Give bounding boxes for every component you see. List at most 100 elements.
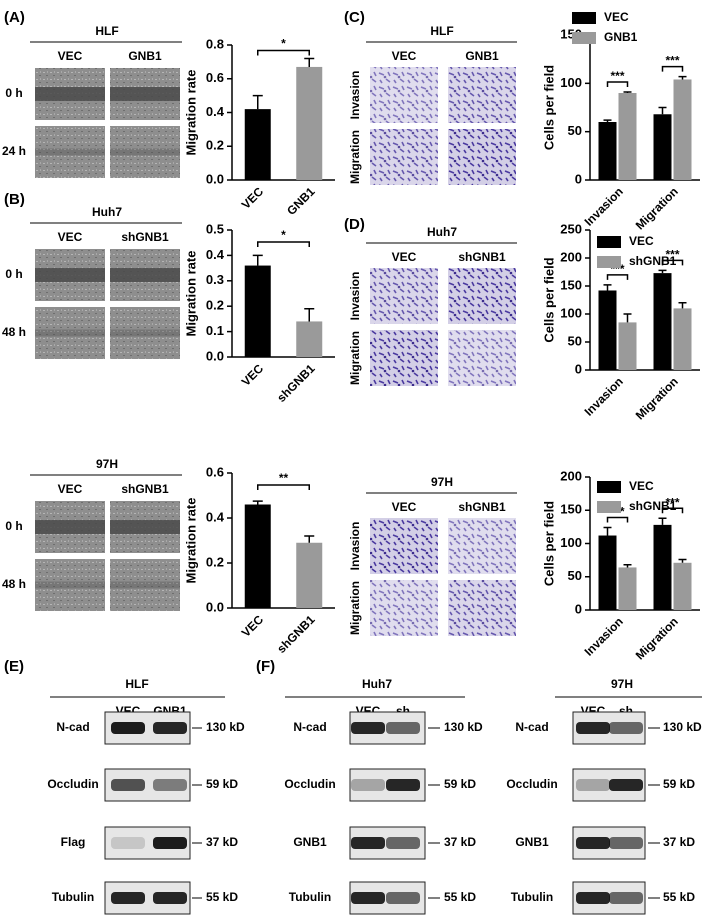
blot-band: [386, 722, 420, 734]
y-axis-label: Cells per field: [541, 257, 556, 342]
legend-swatch: [597, 501, 621, 513]
significance-bracket: [661, 507, 684, 514]
size-label: 130 kD: [444, 720, 483, 734]
column-label: VEC: [58, 230, 83, 244]
blot-band: [153, 779, 187, 791]
size-label: 37 kD: [206, 835, 238, 849]
group-title: HLF: [95, 24, 118, 38]
y-axis-label: Migration rate: [183, 498, 198, 584]
error-bar: [603, 284, 612, 291]
group-title: Huh7: [362, 677, 392, 691]
size-label: 59 kD: [663, 777, 695, 791]
wound-gap: [110, 87, 180, 101]
y-tick-label: 150: [560, 277, 582, 292]
y-tick-label: 0.0: [206, 348, 224, 363]
error-bar: [252, 254, 263, 266]
wound-image: [35, 307, 105, 359]
row-label: 48 h: [2, 325, 26, 339]
row-label: Migration: [348, 331, 362, 385]
wound-image: [35, 126, 105, 178]
wound-gap: [35, 520, 105, 534]
legend-label: VEC: [604, 10, 629, 24]
error-bar: [603, 526, 612, 536]
error-bar: [678, 558, 687, 563]
y-tick-label: 0: [575, 171, 582, 186]
significance-bracket: [661, 65, 684, 72]
row-label: Invasion: [348, 522, 362, 571]
group-title: 97H: [611, 677, 633, 691]
size-label: 55 kD: [663, 890, 695, 904]
protein-label: N-cad: [56, 720, 89, 734]
column-label: GNB1: [465, 49, 499, 63]
x-tick-label: shGNB1: [274, 612, 318, 656]
y-axis-label: Migration rate: [183, 251, 198, 337]
blot-band: [351, 722, 385, 734]
wound-gap: [35, 87, 105, 101]
wound-gap: [110, 268, 180, 282]
legend-label: shGNB1: [629, 499, 677, 513]
transwell-image: [370, 518, 438, 574]
blot-band: [386, 779, 420, 791]
y-tick-label: 200: [560, 468, 582, 483]
transwell-image: [448, 129, 516, 185]
y-tick-label: 0.6: [206, 464, 224, 479]
x-tick-label: Migration: [633, 184, 681, 232]
transwell-image: [448, 518, 516, 574]
row-label: Migration: [348, 581, 362, 635]
size-label: 130 kD: [206, 720, 245, 734]
significance-bracket: [257, 241, 310, 247]
row-label: Migration: [348, 130, 362, 184]
wound-image: [110, 559, 180, 611]
wound-gap: [35, 268, 105, 282]
column-label: VEC: [392, 49, 417, 63]
group-title: 97H: [96, 457, 118, 471]
significance: ***: [665, 54, 679, 68]
row-label: 0 h: [5, 519, 22, 533]
significance-bracket: [661, 259, 684, 266]
bar: [653, 524, 672, 610]
blot-band: [609, 722, 643, 734]
y-tick-label: 0.3: [206, 272, 224, 287]
group-title: HLF: [125, 677, 148, 691]
y-tick-label: 0.5: [206, 221, 224, 236]
transwell-image: [448, 67, 516, 123]
significance-bracket: [606, 81, 629, 88]
y-tick-label: 0.6: [206, 70, 224, 85]
y-tick-label: 50: [568, 123, 582, 138]
size-label: 130 kD: [663, 720, 702, 734]
group-title: Huh7: [427, 225, 457, 239]
transwell-image: [370, 129, 438, 185]
bar: [296, 66, 323, 180]
blot-band: [576, 892, 610, 904]
panel-label: (F): [256, 658, 275, 675]
column-label: shGNB1: [121, 482, 169, 496]
column-label: VEC: [58, 49, 83, 63]
y-tick-label: 0.2: [206, 138, 224, 153]
panel-label: (A): [4, 9, 25, 26]
size-label: 55 kD: [444, 890, 476, 904]
transwell-image: [448, 330, 516, 386]
column-label: GNB1: [128, 49, 162, 63]
x-tick-label: Migration: [633, 614, 681, 662]
y-tick-label: 200: [560, 249, 582, 264]
bar: [653, 273, 672, 370]
blot-band: [576, 837, 610, 849]
error-bar: [623, 313, 632, 323]
bar: [653, 114, 672, 180]
column-label: shGNB1: [458, 500, 506, 514]
blot-band: [153, 837, 187, 849]
significance: ***: [610, 69, 624, 83]
wound-image: [110, 307, 180, 359]
y-tick-label: 0.2: [206, 554, 224, 569]
y-tick-label: 0: [575, 361, 582, 376]
panel-label: (B): [4, 191, 25, 208]
blot-band: [386, 837, 420, 849]
error-bar: [658, 106, 667, 115]
protein-label: Tubulin: [511, 890, 553, 904]
significance: **: [279, 471, 289, 485]
transwell-image: [370, 580, 438, 636]
size-label: 59 kD: [444, 777, 476, 791]
significance: ***: [665, 495, 679, 509]
bar: [244, 265, 271, 357]
blot-band: [111, 837, 145, 849]
